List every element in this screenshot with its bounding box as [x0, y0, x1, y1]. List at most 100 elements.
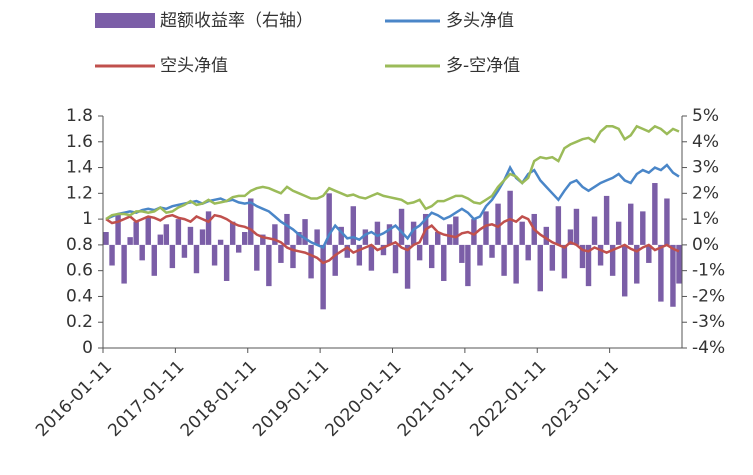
bar: [368, 244, 375, 271]
bar: [597, 244, 604, 266]
bar: [181, 244, 188, 258]
bar: [133, 221, 139, 245]
x-tick-label: 2017-01-11: [104, 357, 188, 441]
legend-label: 空头净值: [160, 56, 228, 76]
bar: [127, 237, 133, 245]
bar: [477, 244, 483, 266]
bar: [193, 244, 200, 274]
y2-tick-label: -4%: [692, 338, 725, 358]
x-tick-label: 2019-01-11: [249, 357, 333, 441]
bar: [561, 244, 568, 279]
bar: [380, 244, 387, 256]
legend-label: 多-空净值: [446, 56, 520, 76]
bar: [676, 244, 682, 284]
y-tick-label: 1.2: [66, 183, 93, 203]
bar: [519, 221, 525, 245]
bar: [634, 244, 640, 284]
bar: [410, 221, 417, 245]
x-tick-label: 2022-01-11: [466, 357, 550, 441]
bar: [145, 216, 151, 245]
bar: [453, 216, 459, 245]
bar: [621, 244, 628, 297]
bar: [356, 244, 363, 266]
bar: [103, 232, 109, 245]
bar: [603, 195, 610, 245]
legend-label: 超额收益率（右轴）: [160, 11, 313, 31]
bar: [392, 244, 399, 274]
bar: [350, 206, 357, 245]
x-tick-label: 2020-01-11: [322, 357, 406, 441]
bar: [501, 244, 507, 276]
bar: [229, 221, 236, 245]
bar: [428, 244, 435, 269]
bar: [404, 244, 411, 289]
bar: [495, 203, 501, 245]
bar: [175, 219, 182, 245]
y-tick-label: 1: [82, 209, 93, 229]
x-tick-label: 2018-01-11: [177, 357, 261, 441]
bar: [646, 244, 652, 263]
bar: [555, 206, 562, 245]
bar: [537, 244, 543, 292]
bar: [199, 229, 206, 245]
y2-tick-label: 0%: [692, 235, 719, 255]
legend-label: 多头净值: [446, 11, 514, 31]
bar: [187, 226, 194, 245]
line: [105, 213, 680, 265]
bar: [459, 244, 465, 263]
bar: [338, 226, 344, 245]
bar: [591, 216, 598, 245]
bar: [163, 224, 170, 245]
bar: [640, 211, 646, 245]
bar: [157, 234, 164, 245]
line: [105, 124, 680, 221]
y2-tick-label: 4%: [692, 132, 719, 152]
bar: [139, 244, 145, 261]
y-tick-label: 0: [82, 338, 93, 358]
y-tick-label: 1.4: [66, 158, 93, 178]
bar: [543, 226, 550, 245]
bar: [326, 193, 332, 245]
y2-tick-label: -3%: [692, 312, 725, 332]
bar: [441, 244, 447, 281]
bar: [585, 244, 592, 287]
bar: [248, 198, 254, 245]
bar: [260, 234, 266, 245]
y-tick-label: 0.6: [66, 261, 93, 281]
bar: [573, 208, 580, 245]
y2-tick-label: 2%: [692, 183, 719, 203]
bar: [362, 229, 369, 245]
x-tick-label: 2021-01-11: [394, 357, 478, 441]
bar: [115, 213, 121, 245]
bar: [284, 213, 290, 245]
x-tick-label: 2016-01-11: [32, 357, 116, 441]
bar: [435, 232, 441, 245]
bar: [652, 183, 658, 245]
bar: [109, 244, 115, 266]
bar: [471, 219, 477, 245]
bar: [211, 244, 218, 266]
bar: [483, 211, 489, 245]
bar: [121, 244, 127, 284]
bar: [567, 229, 574, 245]
bar: [513, 244, 519, 284]
bar: [217, 239, 224, 245]
y2-tick-label: -2%: [692, 286, 725, 306]
y-tick-label: 0.8: [66, 235, 93, 255]
bar: [205, 211, 212, 245]
bar: [398, 208, 405, 245]
y2-tick-label: 3%: [692, 158, 719, 178]
bar: [278, 244, 284, 263]
bar: [296, 232, 302, 245]
bar: [314, 229, 320, 245]
bar: [664, 198, 670, 245]
y-tick-label: 1.8: [66, 106, 93, 126]
bar: [235, 244, 242, 253]
bar: [658, 244, 664, 302]
bar: [609, 244, 616, 276]
bar: [266, 244, 272, 287]
bar: [302, 219, 308, 245]
bar: [332, 244, 338, 276]
bar: [320, 244, 326, 310]
